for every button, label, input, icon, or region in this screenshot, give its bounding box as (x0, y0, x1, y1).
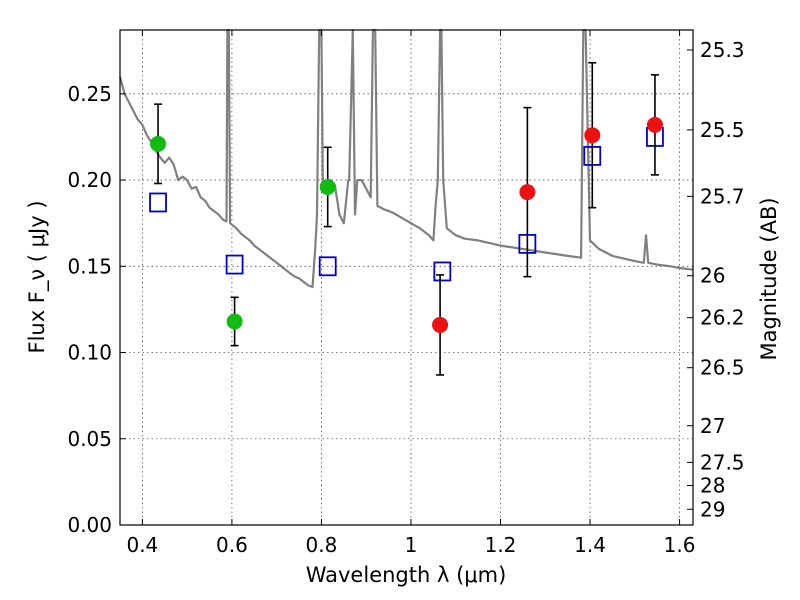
green-data-point (226, 313, 243, 330)
x-tick-label: 0.6 (216, 533, 248, 557)
x-tick-label: 1.4 (574, 533, 606, 557)
magnitude-tick-label: 26 (700, 264, 725, 288)
red-data-point (519, 184, 536, 201)
red-data-point (646, 116, 663, 133)
magnitude-tick-label: 26.2 (700, 306, 745, 330)
y-tick-label: 0.10 (67, 341, 112, 365)
grid (120, 30, 693, 525)
model-spectrum (118, 28, 694, 289)
y-tick-label: 0.15 (67, 254, 112, 278)
x-tick-label: 1.2 (485, 533, 517, 557)
green-data-point (319, 178, 336, 195)
x-tick-label: 1 (405, 533, 418, 557)
magnitude-tick-label: 27 (700, 414, 725, 438)
magnitude-tick-label: 26.5 (700, 356, 745, 380)
model-square (149, 192, 167, 213)
magnitude-tick-label: 28 (700, 473, 725, 497)
y-axis: 0.00 0.05 0.10 0.15 0.20 0.25 (67, 82, 126, 537)
y-tick-label: 0.05 (67, 427, 112, 451)
magnitude-tick-label: 25.3 (700, 38, 745, 62)
plot-frame (119, 29, 694, 526)
red-data-point (432, 316, 449, 333)
y-tick-label: 0.25 (67, 82, 112, 106)
x-tick-label: 1.6 (664, 533, 696, 557)
x-tick-label: 0.4 (126, 533, 158, 557)
magnitude-tick-label: 25.5 (700, 118, 745, 142)
model-square (433, 261, 452, 282)
model-square (225, 254, 244, 275)
y-tick-label: 0.00 (67, 513, 112, 537)
x-tick-label: 0.8 (306, 533, 338, 557)
model-square (318, 256, 337, 277)
magnitude-tick-label: 25.7 (700, 184, 745, 208)
y-tick-label: 0.20 (67, 168, 112, 192)
y2-axis-label: Magnitude (AB) (757, 197, 781, 360)
magnitude-tick-label: 29 (700, 497, 725, 521)
green-data-point (150, 135, 167, 152)
y-axis-label: Flux F_ν ( μJy ) (25, 200, 50, 353)
spectrum-line (118, 28, 694, 289)
x-axis-label: Wavelength λ (μm) (306, 563, 507, 587)
magnitude-tick-label: 27.5 (700, 450, 745, 474)
data-points (149, 61, 664, 376)
red-data-point (584, 127, 601, 144)
x-axis: 0.4 0.6 0.8 1 1.2 1.4 1.6 (126, 30, 695, 557)
